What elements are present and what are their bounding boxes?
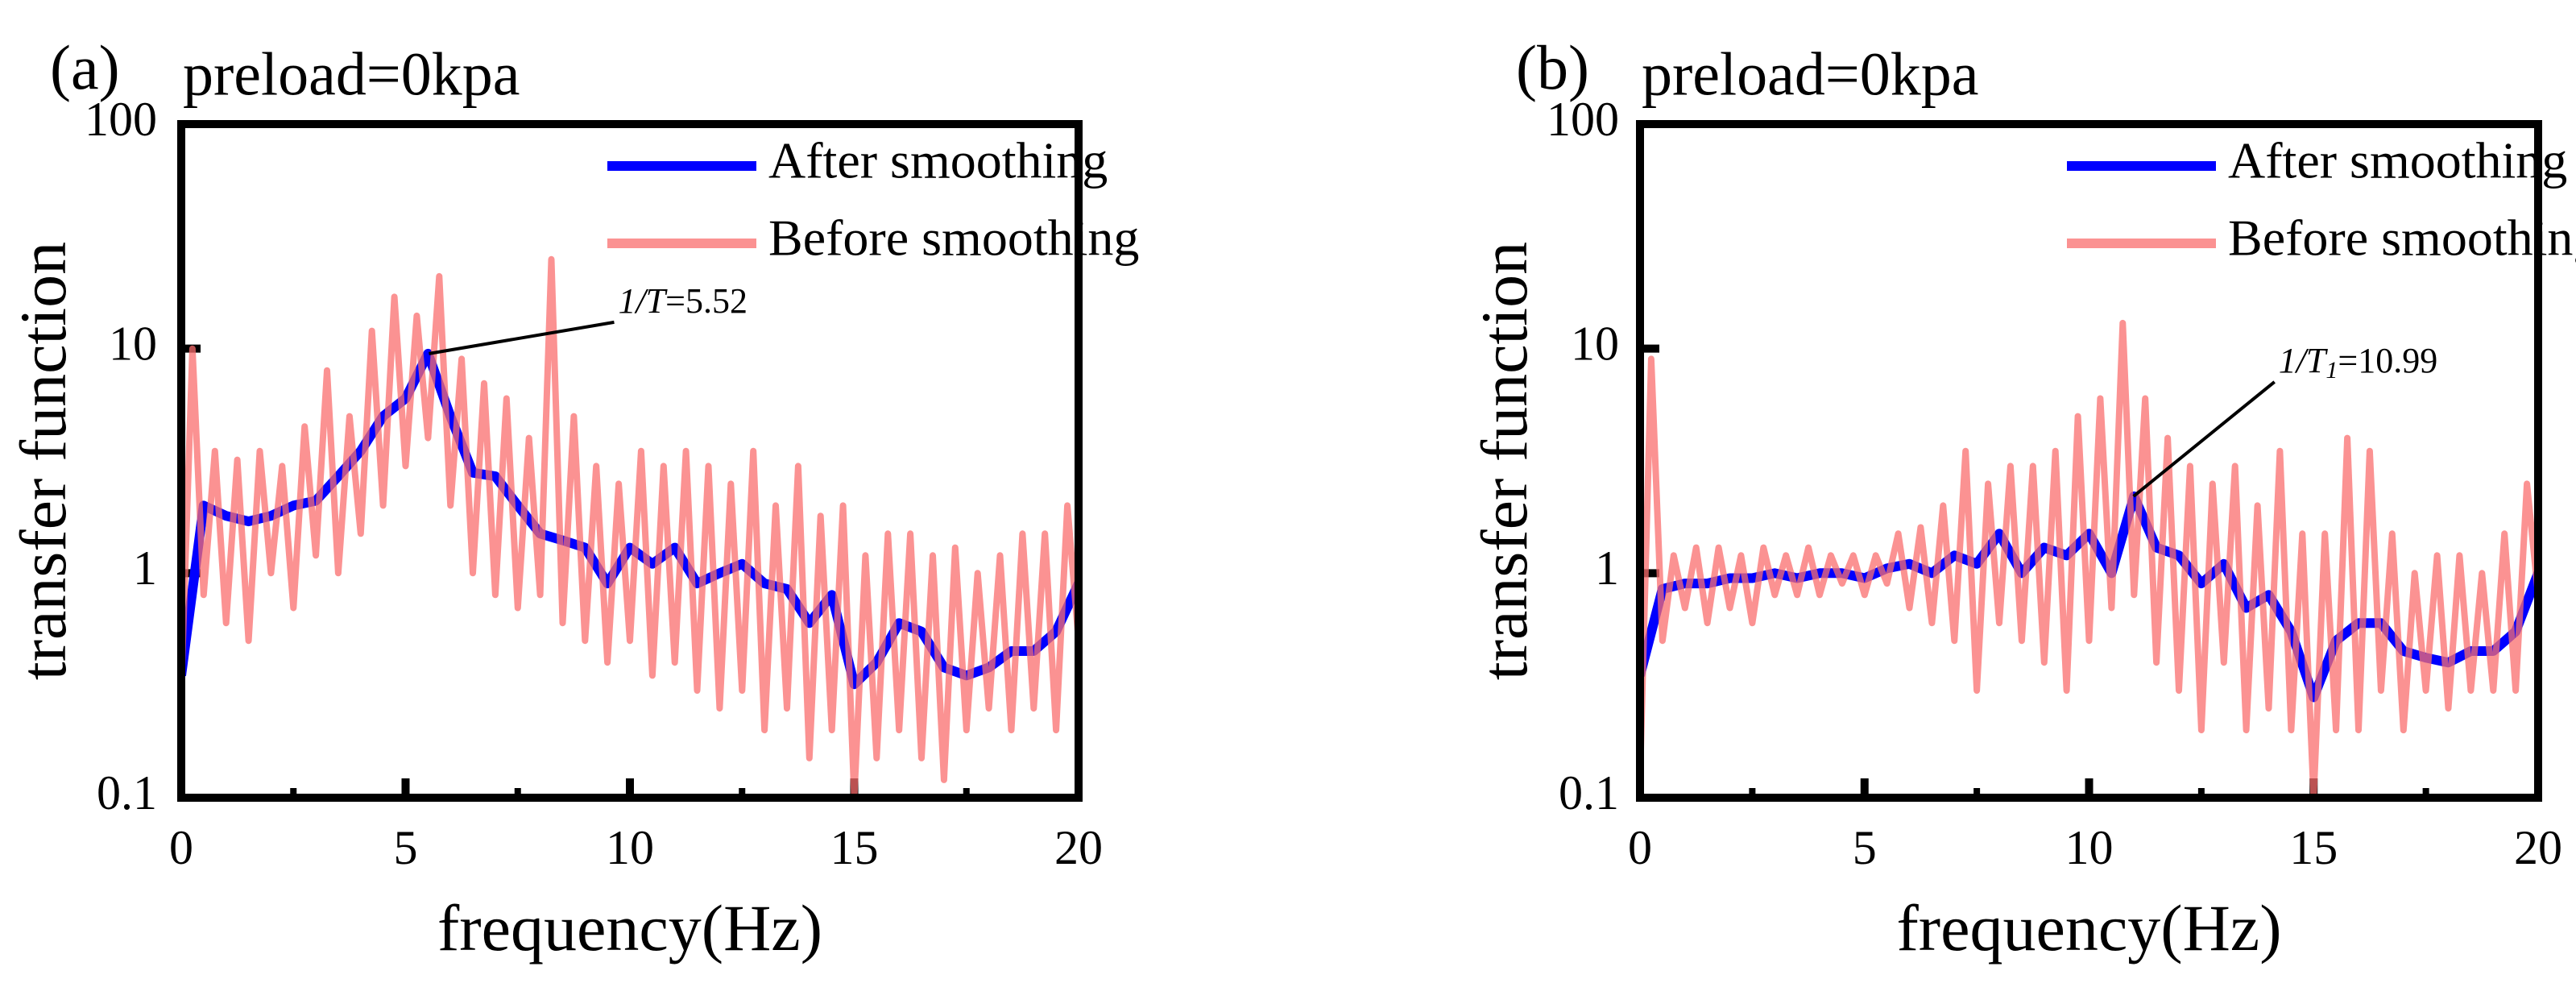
x-axis-label: frequency(Hz) xyxy=(437,891,822,965)
annotation: 1/T1=10.99 xyxy=(2279,341,2438,384)
annotation-prefix: 1/T xyxy=(618,281,668,321)
x-tick-label: 0 xyxy=(1628,821,1652,874)
annotation-prefix: 1/T xyxy=(2279,341,2329,380)
y-tick-label: 10 xyxy=(109,317,157,370)
x-axis-label: frequency(Hz) xyxy=(1896,891,2281,965)
x-tick-label: 15 xyxy=(830,821,879,874)
x-tick-label: 0 xyxy=(169,821,193,874)
panel: (a) preload=0kpa frequency(Hz) transfer fun… xyxy=(6,32,1140,965)
y-axis-label: transfer function xyxy=(1468,242,1541,680)
y-tick-label: 10 xyxy=(1571,317,1619,370)
data-line xyxy=(181,255,1079,798)
panel-label: (b) xyxy=(1516,32,1589,102)
y-tick-label: 1 xyxy=(133,541,157,595)
chart-title: preload=0kpa xyxy=(1642,40,1978,108)
y-tick-label: 100 xyxy=(85,93,157,146)
legend-label: Before smoothing xyxy=(2228,210,2576,267)
legend-label: After smoothing xyxy=(2228,132,2567,189)
x-tick-label: 20 xyxy=(1054,821,1103,874)
x-tick-label: 20 xyxy=(2514,821,2562,874)
y-tick-label: 0.1 xyxy=(1559,766,1619,819)
x-tick-label: 10 xyxy=(606,821,654,874)
plot-area xyxy=(181,255,1079,798)
y-axis-label: transfer function xyxy=(6,242,80,680)
plot-frame xyxy=(1636,120,2542,802)
annotation-leader xyxy=(2132,380,2276,498)
plot-frame xyxy=(177,120,1083,802)
legend-label: After smoothing xyxy=(768,132,1108,189)
annotation-subscript: 1 xyxy=(2325,357,2338,384)
annotation-leader xyxy=(429,320,615,355)
annotation-value: =10.99 xyxy=(2338,341,2437,380)
legend-label: Before smoothing xyxy=(768,210,1139,267)
panel: (b) preload=0kpa frequency(Hz) transfer fun… xyxy=(1468,32,2576,965)
y-tick-label: 0.1 xyxy=(97,766,157,819)
x-tick-label: 10 xyxy=(2065,821,2114,874)
annotation: 1/T=5.52 xyxy=(618,281,748,321)
x-tick-label: 15 xyxy=(2289,821,2338,874)
y-tick-label: 1 xyxy=(1595,541,1619,595)
x-tick-label: 5 xyxy=(1853,821,1877,874)
plot-area xyxy=(1640,319,2538,798)
data-line xyxy=(1640,319,2538,798)
y-tick-label: 100 xyxy=(1547,93,1619,146)
x-tick-label: 5 xyxy=(394,821,418,874)
chart-title: preload=0kpa xyxy=(183,40,520,108)
annotation-value: =5.52 xyxy=(665,281,748,321)
panel-label: (a) xyxy=(50,32,120,102)
